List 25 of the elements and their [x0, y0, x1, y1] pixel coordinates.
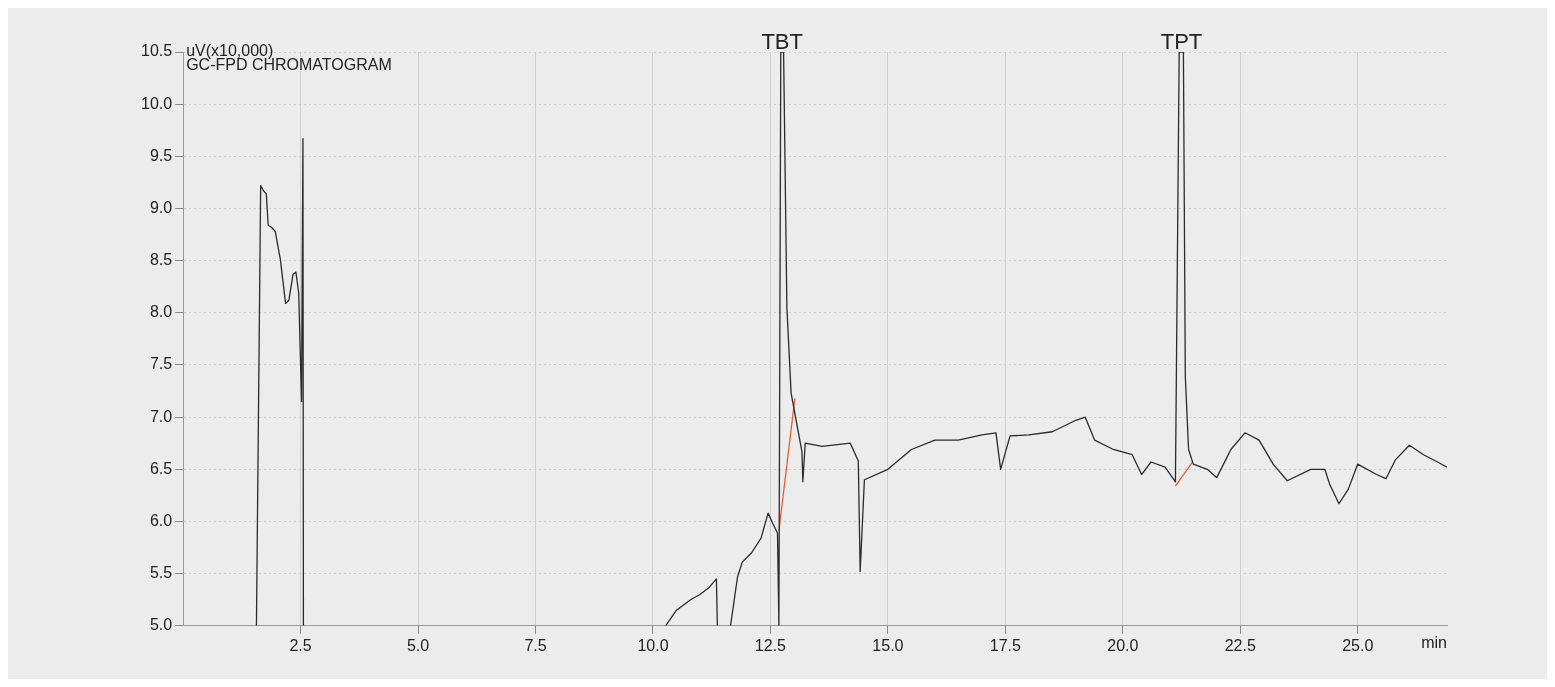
- x-axis-title: min: [1421, 634, 1447, 652]
- y-tick-label: 5.0: [149, 616, 173, 634]
- y-tick-label: 9.0: [149, 198, 173, 216]
- x-tick-label: 20.0: [1107, 636, 1139, 654]
- x-tick-label: 5.0: [406, 636, 430, 654]
- y-tick-label: 8.5: [149, 251, 173, 269]
- x-tick-label: 10.0: [637, 636, 669, 654]
- x-tick-label: 12.5: [754, 636, 787, 654]
- x-tick-label: 17.5: [989, 636, 1022, 654]
- y-tick-label: 5.5: [149, 564, 173, 582]
- y-tick-label: 10.5: [141, 42, 173, 60]
- annotation: TBT: [761, 29, 803, 55]
- y-tick-label: 7.0: [149, 407, 173, 425]
- x-tick-label: 22.5: [1224, 636, 1256, 654]
- x-tick-label: 15.0: [872, 636, 904, 654]
- y-tick-label: 10.0: [141, 94, 173, 112]
- y-tick-label: 6.0: [149, 511, 173, 529]
- y-tick-label: 8.0: [149, 303, 173, 321]
- x-tick-label: 2.5: [289, 636, 312, 654]
- y-tick-label: 7.5: [149, 355, 173, 373]
- annotation: TPT: [1160, 29, 1203, 55]
- x-tick-label: 25.0: [1342, 636, 1374, 654]
- y-tick-label: 6.5: [149, 459, 173, 477]
- y-tick-label: 9.5: [149, 146, 173, 164]
- x-tick-label: 7.5: [524, 636, 547, 654]
